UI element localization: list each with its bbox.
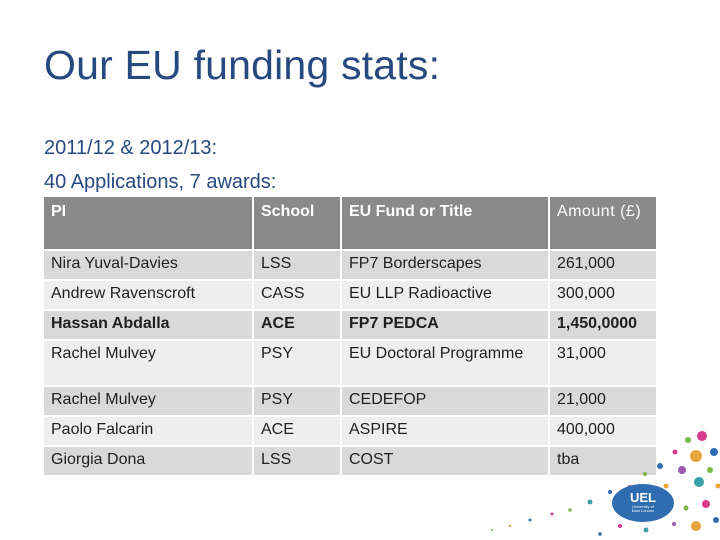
cell-pi: Andrew Ravenscroft	[44, 281, 252, 309]
cell-fund: COST	[342, 447, 548, 475]
dot-pattern	[491, 431, 720, 536]
cell-pi: Rachel Mulvey	[44, 387, 252, 415]
cell-amount: 261,000	[550, 251, 656, 279]
logo-wordmark: UEL	[630, 490, 656, 505]
table-row: Paolo Falcarin ACE ASPIRE 400,000	[44, 417, 656, 445]
slide-title: Our EU funding stats:	[44, 42, 441, 88]
uel-logo: UEL University of East London	[612, 484, 674, 522]
cell-amount: 31,000	[550, 341, 656, 385]
logo-line-2: East London	[631, 508, 655, 513]
cell-fund: EU Doctoral Programme	[342, 341, 548, 385]
table-row: Hassan Abdalla ACE FP7 PEDCA 1,450,0000	[44, 311, 656, 339]
decorative-dots	[491, 431, 720, 536]
cell-fund: EU LLP Radioactive	[342, 281, 548, 309]
cell-fund: CEDEFOP	[342, 387, 548, 415]
table-row: Giorgia Dona LSS COST tba	[44, 447, 656, 475]
cell-pi: Paolo Falcarin	[44, 417, 252, 445]
cell-amount: 21,000	[550, 387, 656, 415]
header-school: School	[254, 197, 340, 249]
table-row: Nira Yuval-Davies LSS FP7 Borderscapes 2…	[44, 251, 656, 279]
cell-fund: FP7 PEDCA	[342, 311, 548, 339]
logo-line-1: University of	[631, 504, 654, 509]
table-header-row: PI School EU Fund or Title Amount (£)	[44, 197, 656, 249]
logo-subtitle: University of East London	[612, 505, 674, 513]
cell-school: PSY	[254, 387, 340, 415]
header-fund: EU Fund or Title	[342, 197, 548, 249]
cell-amount: 300,000	[550, 281, 656, 309]
cell-amount: 400,000	[550, 417, 656, 445]
cell-school: LSS	[254, 251, 340, 279]
cell-school: ACE	[254, 311, 340, 339]
period-text: 2011/12 & 2012/13:	[44, 137, 218, 159]
table-row: Rachel Mulvey PSY CEDEFOP 21,000	[44, 387, 656, 415]
cell-fund: FP7 Borderscapes	[342, 251, 548, 279]
cell-school: PSY	[254, 341, 340, 385]
cell-pi: Giorgia Dona	[44, 447, 252, 475]
awards-summary: 40 Applications, 7 awards:	[44, 171, 277, 193]
cell-school: ACE	[254, 417, 340, 445]
cell-pi: Rachel Mulvey	[44, 341, 252, 385]
cell-pi: Nira Yuval-Davies	[44, 251, 252, 279]
cell-school: LSS	[254, 447, 340, 475]
table-row: Rachel Mulvey PSY EU Doctoral Programme …	[44, 341, 656, 385]
cell-amount: tba	[550, 447, 656, 475]
cell-school: CASS	[254, 281, 340, 309]
cell-amount: 1,450,0000	[550, 311, 656, 339]
header-pi: PI	[44, 197, 252, 249]
cell-pi: Hassan Abdalla	[44, 311, 252, 339]
header-amount: Amount (£)	[550, 197, 656, 249]
table-row: Andrew Ravenscroft CASS EU LLP Radioacti…	[44, 281, 656, 309]
funding-table: PI School EU Fund or Title Amount (£) Ni…	[42, 195, 658, 477]
cell-fund: ASPIRE	[342, 417, 548, 445]
